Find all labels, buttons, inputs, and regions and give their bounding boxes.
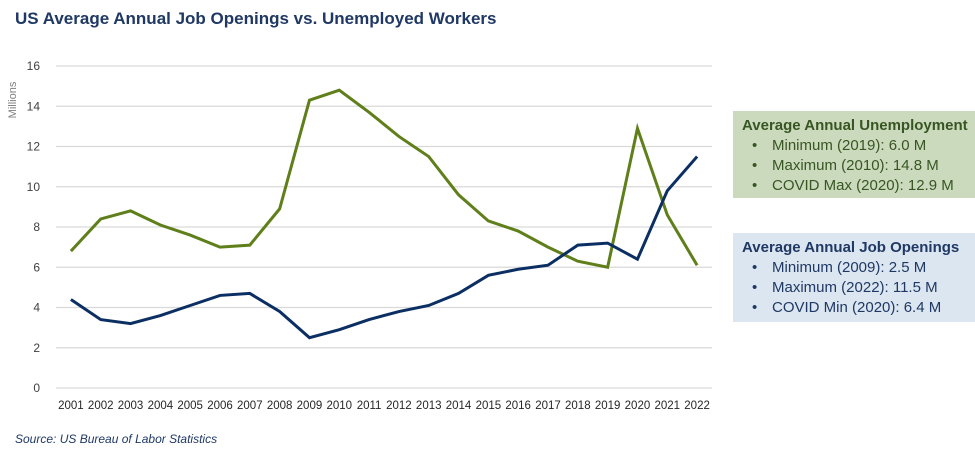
y-tick-label: 10 [27,180,41,194]
y-tick-label: 16 [27,59,41,73]
x-tick-label: 2007 [237,400,263,412]
x-tick-label: 2004 [148,400,174,412]
chart-title: US Average Annual Job Openings vs. Unemp… [15,9,497,28]
x-tick-label: 2019 [595,400,621,412]
x-tick-label: 2017 [535,400,561,412]
x-tick-label: 2008 [267,400,293,412]
x-tick-label: 2011 [357,400,382,412]
x-tick-label: 2013 [416,400,442,412]
y-axis-label: Millions [7,81,19,118]
y-tick-label: 12 [27,140,41,154]
x-tick-label: 2006 [207,400,233,412]
x-tick-label: 2005 [177,400,203,412]
unemployment-callout: Average Annual Unemployment Minimum (201… [733,111,975,198]
unemployment-series-line [69,88,699,270]
y-tick-label: 0 [33,381,40,395]
x-tick-label: 2003 [118,400,144,412]
source-note: Source: US Bureau of Labor Statistics [15,432,218,446]
openings-covid-min: COVID Min (2020): 6.4 M [752,298,975,318]
y-tick-label: 2 [33,341,40,355]
job-openings-series-line [70,155,699,340]
unemployment-min: Minimum (2019): 6.0 M [752,136,975,156]
unemployment-max: Maximum (2010): 14.8 M [752,156,975,176]
x-tick-label: 2021 [654,400,680,412]
y-tick-label: 14 [27,99,41,113]
x-tick-label: 2002 [88,400,114,412]
unemployment-callout-title: Average Annual Unemployment [742,117,968,134]
openings-min: Minimum (2009): 2.5 M [752,258,975,278]
x-tick-label: 2020 [625,400,651,412]
x-tick-label: 2001 [58,400,84,412]
x-tick-label: 2015 [476,400,502,412]
x-tick-label: 2009 [297,400,323,412]
x-tick-label: 2022 [684,400,710,412]
openings-max: Maximum (2022): 11.5 M [752,278,975,298]
y-tick-label: 6 [33,260,40,274]
openings-callout-title: Average Annual Job Openings [742,239,960,256]
y-tick-label: 4 [33,301,40,315]
x-tick-label: 2010 [326,400,352,412]
unemployment-covid-max: COVID Max (2020): 12.9 M [752,176,975,196]
y-tick-label: 8 [33,220,40,234]
x-tick-label: 2014 [446,400,472,412]
x-tick-label: 2012 [386,400,412,412]
x-tick-label: 2016 [505,400,531,412]
x-tick-label: 2018 [565,400,591,412]
openings-callout: Average Annual Job Openings Minimum (200… [733,233,975,322]
